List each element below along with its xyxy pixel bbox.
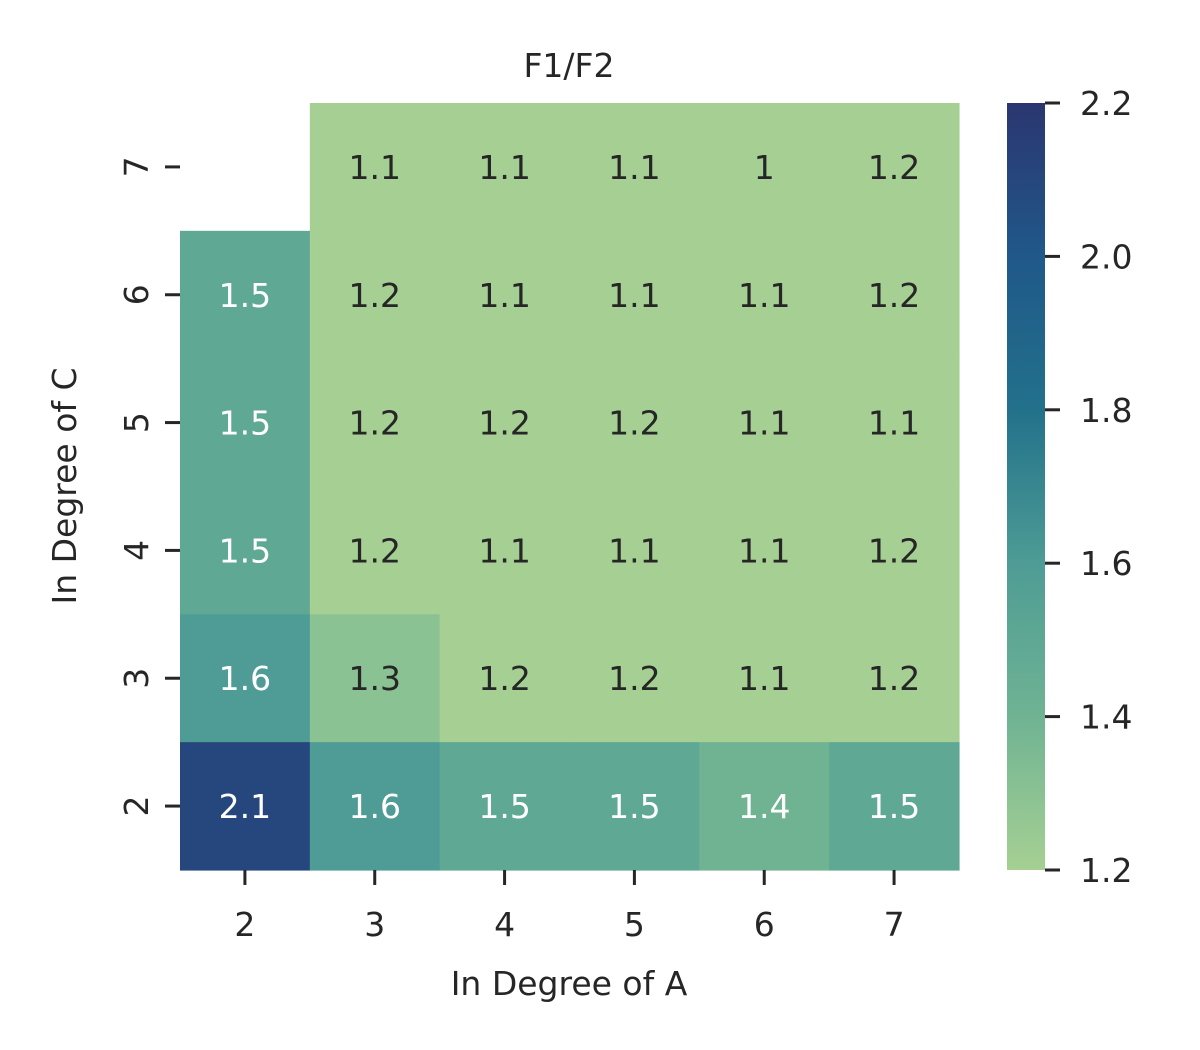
cell-value-label: 1.5 — [219, 531, 271, 570]
cell-value-label: 1.1 — [738, 659, 790, 698]
cell-value-label: 1.1 — [349, 148, 401, 187]
cell-value-label: 1.5 — [608, 787, 660, 826]
cell-value-label: 1.2 — [868, 659, 920, 698]
x-tick-label: 6 — [754, 905, 775, 944]
heatmap-cell — [699, 230, 830, 360]
heatmap-cell — [309, 486, 441, 615]
cell-value-label: 1.2 — [349, 276, 401, 315]
heatmap-cell — [439, 230, 571, 360]
cell-value-label: 1.5 — [868, 787, 920, 826]
heatmap-cell — [309, 103, 441, 232]
heatmap-cell — [829, 358, 960, 488]
cell-value-label: 1.3 — [349, 659, 401, 698]
cell-value-label: 1.1 — [738, 404, 790, 443]
x-tick-label: 5 — [624, 905, 645, 944]
x-tick-label: 7 — [884, 905, 905, 944]
heatmap-cell — [439, 486, 571, 615]
heatmap-cell — [569, 614, 700, 743]
heatmap-cell — [569, 230, 700, 360]
heatmap-cell — [699, 358, 830, 488]
heatmap-cell — [699, 614, 830, 743]
heatmap-cell — [180, 358, 311, 488]
y-axis-ticks: 7 6 5 4 3 2 — [117, 156, 180, 817]
colorbar-tick-label: 2.0 — [1080, 237, 1132, 276]
heatmap-cell — [829, 486, 960, 615]
heatmap-cell — [569, 486, 700, 615]
heatmap-cell — [569, 742, 700, 871]
cell-value-label: 1.5 — [219, 404, 271, 443]
heatmap-cell — [439, 103, 571, 232]
colorbar-tick-label: 1.4 — [1080, 698, 1132, 737]
y-tick-label: 2 — [117, 796, 156, 817]
heatmap-cell — [439, 358, 571, 488]
y-axis-label: In Degree of C — [45, 367, 84, 604]
heatmap-cells: 1.1 1.1 1.1 1 1.2 1.5 1.2 1.1 1.1 1.1 1.2 1.5 1.2 1.2… — [180, 103, 960, 871]
heatmap-cell — [569, 358, 700, 488]
chart-title: F1/F2 — [523, 46, 614, 85]
cell-value-label: 1.1 — [608, 276, 660, 315]
x-axis-label: In Degree of A — [451, 964, 688, 1003]
cell-value-label: 1.2 — [608, 659, 660, 698]
heatmap-cell — [829, 742, 960, 871]
cell-value-label: 1.1 — [868, 404, 920, 443]
heatmap-cell — [180, 614, 311, 743]
y-tick-label: 5 — [117, 412, 156, 433]
cell-value-label: 1.2 — [868, 148, 920, 187]
colorbar-ticks: 1.2 1.4 1.6 1.8 2.0 2.2 — [1045, 84, 1132, 890]
cell-value-label: 1.2 — [349, 404, 401, 443]
cell-value-label: 1.6 — [349, 787, 401, 826]
cell-value-label: 2.1 — [219, 787, 271, 826]
cell-value-label: 1.1 — [478, 531, 530, 570]
cell-value-label: 1.5 — [219, 276, 271, 315]
cell-value-label: 1.2 — [868, 531, 920, 570]
x-tick-label: 4 — [494, 905, 515, 944]
y-tick-label: 4 — [117, 540, 156, 561]
cell-value-label: 1.1 — [608, 531, 660, 570]
colorbar-tick-label: 1.6 — [1080, 544, 1132, 583]
heatmap-cell — [699, 103, 830, 232]
y-tick-label: 3 — [117, 668, 156, 689]
cell-value-label: 1.1 — [478, 148, 530, 187]
colorbar-tick-label: 2.2 — [1080, 84, 1132, 123]
x-tick-label: 2 — [234, 905, 255, 944]
y-tick-label: 7 — [117, 156, 156, 177]
colorbar — [1007, 103, 1045, 870]
heatmap-cell — [829, 103, 960, 232]
cell-value-label: 1.2 — [478, 404, 530, 443]
heatmap-cell — [309, 230, 441, 360]
heatmap-cell — [699, 486, 830, 615]
cell-value-label: 1.1 — [738, 276, 790, 315]
heatmap-cell — [829, 614, 960, 743]
cell-value-label: 1.2 — [478, 659, 530, 698]
x-axis-ticks: 2 3 4 5 6 7 — [234, 869, 905, 944]
cell-value-label: 1.1 — [738, 531, 790, 570]
heatmap-cell — [309, 614, 441, 743]
colorbar-tick-label: 1.2 — [1080, 851, 1132, 890]
heatmap-cell — [439, 742, 571, 871]
heatmap-cell — [699, 742, 830, 871]
heatmap-cell — [180, 742, 311, 871]
cell-value-label: 1.6 — [219, 659, 271, 698]
cell-value-label: 1.1 — [608, 148, 660, 187]
heatmap-cell — [829, 230, 960, 360]
heatmap-cell — [309, 742, 441, 871]
heatmap-cell — [309, 358, 441, 488]
heatmap-cell — [180, 230, 311, 360]
cell-value-label: 1.2 — [349, 531, 401, 570]
cell-value-label: 1.4 — [738, 787, 790, 826]
cell-value-label: 1.1 — [478, 276, 530, 315]
x-tick-label: 3 — [364, 905, 385, 944]
cell-value-label: 1.2 — [608, 404, 660, 443]
y-tick-label: 6 — [117, 284, 156, 305]
cell-value-label: 1.5 — [478, 787, 530, 826]
cell-value-label: 1.2 — [868, 276, 920, 315]
cell-value-label: 1 — [754, 148, 775, 187]
heatmap-cell — [569, 103, 700, 232]
colorbar-tick-label: 1.8 — [1080, 391, 1132, 430]
heatmap-cell — [439, 614, 571, 743]
heatmap-cell — [180, 486, 311, 615]
